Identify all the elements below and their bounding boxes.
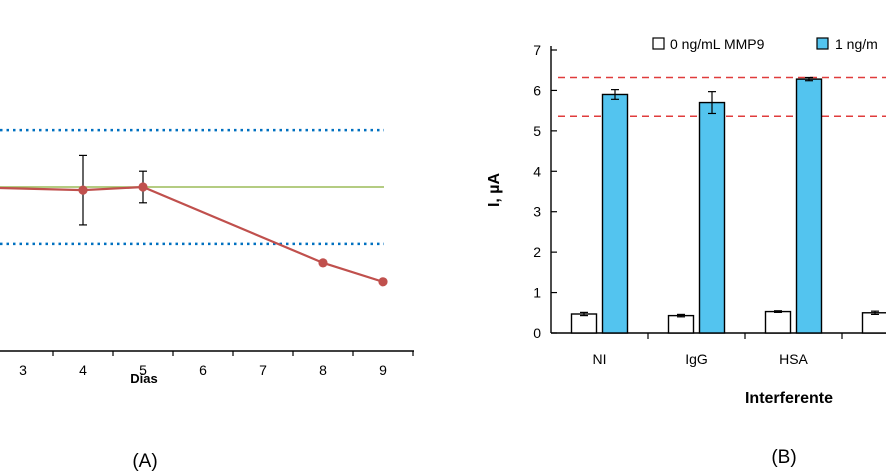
panel-a-label: (A) xyxy=(132,451,157,472)
panel-a-series-line xyxy=(0,185,384,283)
legend-label-1-ng-ml: 1 ng/m xyxy=(835,36,878,52)
panel-a-x-tick-label: 5 xyxy=(139,362,147,378)
panel-b-y-tick-label: 6 xyxy=(533,82,541,98)
panel-b-category-label: HSA xyxy=(779,351,808,367)
panel-b-legend: 0 ng/mL MMP9 1 ng/m xyxy=(652,36,878,52)
panel-b-bar xyxy=(861,312,886,334)
legend-swatch-1-ng-ml xyxy=(816,37,829,50)
panel-b-bar xyxy=(698,101,726,334)
panel-a-data-point xyxy=(78,185,88,195)
panel-b-y-tick-label: 4 xyxy=(533,163,541,179)
panel-a-x-axis-title: Días xyxy=(130,371,157,386)
panel-b-category-label: IgG xyxy=(685,351,708,367)
panel-a-series xyxy=(0,154,388,287)
panel-b-y-tick-label: 0 xyxy=(533,325,541,341)
panel-b-y-ticks: 0 1 2 3 4 5 6 7 xyxy=(533,42,557,341)
panel-a-x-tick-label: 6 xyxy=(199,362,207,378)
panel-b-y-tick-label: 1 xyxy=(533,285,541,301)
panel-a-x-tick-label: 3 xyxy=(19,362,27,378)
panel-b-y-tick-label: 3 xyxy=(533,204,541,220)
panel-b-bar xyxy=(601,93,629,334)
panel-b-y-tick-label: 2 xyxy=(533,244,541,260)
panel-a-x-ticks: 3 4 5 6 7 8 9 xyxy=(19,351,414,378)
panel-b-x-ticks: NIIgGHSAH xyxy=(593,333,886,367)
panel-b-category-label: NI xyxy=(593,351,607,367)
panel-a-line-chart: 3 4 5 6 7 8 9 Días (A) xyxy=(0,128,414,472)
panel-b-bar xyxy=(795,78,823,334)
panel-b-bars xyxy=(570,76,886,334)
panel-b-y-tick-label: 5 xyxy=(533,123,541,139)
panel-b-y-tick-label: 7 xyxy=(533,42,541,58)
panel-b-y-axis-title: I, µA xyxy=(486,173,503,208)
panel-a-x-tick-label: 8 xyxy=(319,362,327,378)
panel-b-bar xyxy=(570,313,598,334)
panel-a-data-point xyxy=(318,258,328,268)
panel-a-x-tick-label: 4 xyxy=(79,362,87,378)
panel-a-data-point xyxy=(138,182,148,192)
panel-a-data-point xyxy=(378,277,388,287)
panel-a-x-tick-label: 7 xyxy=(259,362,267,378)
legend-swatch-0-ng-ml xyxy=(652,37,665,50)
legend-label-0-ng-ml: 0 ng/mL MMP9 xyxy=(670,36,765,52)
panel-b-x-axis-title: Interferente xyxy=(745,390,833,407)
panel-b-bar xyxy=(667,314,695,334)
panel-b-label: (B) xyxy=(771,447,796,468)
panel-b-bar xyxy=(764,310,792,334)
panel-a-x-tick-label: 9 xyxy=(379,362,387,378)
